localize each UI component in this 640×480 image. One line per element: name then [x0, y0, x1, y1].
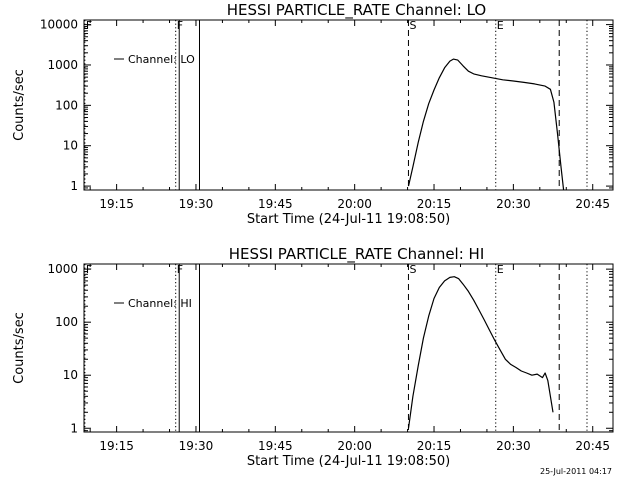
lo-channel-panel: HESSI PARTICLE_RATE Channel: LO 1 10 100 100…	[12, 1, 614, 227]
y-tick-label: 10	[63, 139, 78, 153]
event-marker-label: F	[86, 19, 92, 32]
chart-title: HESSI PARTICLE_RATE Channel: LO	[227, 1, 486, 20]
x-tick-label: 19:15	[99, 439, 134, 453]
y-tick-label: 1	[70, 179, 78, 193]
event-marker-label: S	[409, 263, 416, 276]
x-tick-label: 19:30	[179, 439, 214, 453]
y-tick-label: 1000	[47, 262, 78, 276]
legend-label: Channel: HI	[128, 297, 192, 310]
x-tick-label: 20:00	[337, 197, 372, 211]
y-tick-label: 10	[63, 368, 78, 382]
event-marker-label: F	[177, 19, 183, 32]
x-tick-label: 20:30	[496, 197, 531, 211]
x-tick-label: 20:45	[575, 197, 610, 211]
plot-frame	[83, 19, 614, 191]
generation-timestamp: 25-Jul-2011 04:17	[540, 467, 612, 476]
x-tick-label: 19:30	[179, 197, 214, 211]
event-marker-label: F	[177, 263, 183, 276]
x-tick-label: 19:45	[258, 197, 293, 211]
x-tick-label: 20:00	[337, 439, 372, 453]
x-tick-label: 20:30	[496, 439, 531, 453]
plot-frame	[83, 263, 614, 433]
event-marker-label: F	[86, 263, 92, 276]
x-tick-label: 20:45	[575, 439, 610, 453]
x-axis-label: Start Time (24-Jul-11 19:08:50)	[247, 212, 450, 227]
y-tick-label: 100	[55, 315, 78, 329]
x-axis-label: Start Time (24-Jul-11 19:08:50)	[247, 454, 450, 469]
series-line	[407, 58, 565, 191]
x-tick-label: 20:15	[417, 439, 452, 453]
chart-title: HESSI PARTICLE_RATE Channel: HI	[229, 245, 485, 264]
y-axis-label: Counts/sec	[12, 69, 27, 141]
series-line	[407, 276, 554, 429]
y-tick-label: 1000	[47, 58, 78, 72]
x-tick-label: 19:15	[99, 197, 134, 211]
event-marker-label: E	[497, 263, 504, 276]
legend-label: Channel: LO	[128, 53, 195, 66]
event-marker-label: E	[497, 19, 504, 32]
y-tick-label: 10000	[40, 18, 78, 32]
hi-channel-panel: HESSI PARTICLE_RATE Channel: HI 1 10 100 100…	[12, 245, 614, 469]
y-axis-label: Counts/sec	[12, 312, 27, 384]
y-tick-label: 100	[55, 98, 78, 112]
y-tick-label: 1	[70, 421, 78, 435]
event-marker-label: S	[409, 19, 416, 32]
x-tick-label: 20:15	[417, 197, 452, 211]
x-tick-label: 19:45	[258, 439, 293, 453]
